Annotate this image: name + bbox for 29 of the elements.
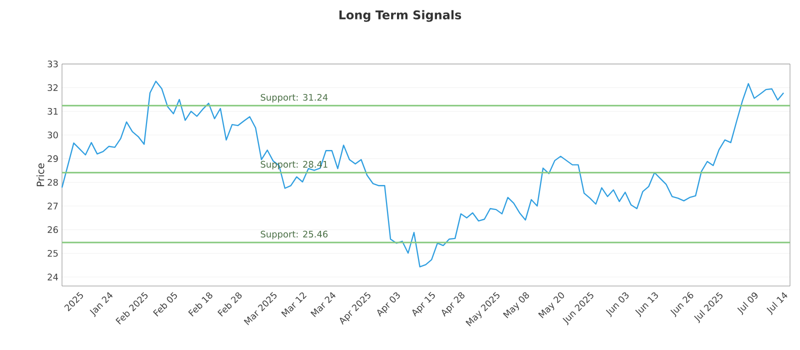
x-tick-label: Apr 28 bbox=[442, 292, 464, 317]
x-tick-label: Feb 18 bbox=[188, 292, 212, 316]
y-tick-label: 31 bbox=[48, 108, 58, 115]
y-tick-label: 32 bbox=[48, 84, 58, 92]
x-tick-label: Jan 24 bbox=[90, 292, 113, 318]
x-tick-label: Jun 13 bbox=[635, 292, 658, 318]
line-series bbox=[61, 80, 784, 268]
x-tick-label: Feb 28 bbox=[218, 292, 242, 316]
ref-line-label: Support: 31.24 bbox=[260, 94, 328, 102]
y-tick-label: 27 bbox=[48, 202, 58, 210]
y-tick-label: 30 bbox=[48, 132, 58, 138]
chart-title: Long Term Signals bbox=[339, 10, 462, 22]
y-tick-label: 24 bbox=[48, 274, 58, 280]
y-tick-label: 28 bbox=[48, 178, 58, 186]
x-tick-label: Jun 26 bbox=[670, 292, 694, 318]
y-tick-label: 33 bbox=[48, 60, 58, 68]
x-tick-label: Apr 15 bbox=[412, 292, 435, 317]
y-tick-label: 29 bbox=[48, 155, 58, 162]
x-tick-label: Jul 09 bbox=[737, 292, 758, 316]
x-tick-label: Apr 03 bbox=[377, 292, 400, 317]
y-axis-title: Price bbox=[36, 163, 44, 186]
x-tick-label: Mar 24 bbox=[310, 292, 336, 318]
x-tick-label: Jul 14 bbox=[766, 292, 788, 316]
x-tick-label: Feb 05 bbox=[152, 292, 177, 316]
y-tick-label: 26 bbox=[48, 226, 58, 234]
x-tick-label: Jun 03 bbox=[606, 292, 629, 318]
x-tick-label: Mar 12 bbox=[281, 292, 307, 318]
y-tick-label: 25 bbox=[48, 250, 58, 257]
ref-line-label: Support: 25.46 bbox=[260, 230, 328, 240]
